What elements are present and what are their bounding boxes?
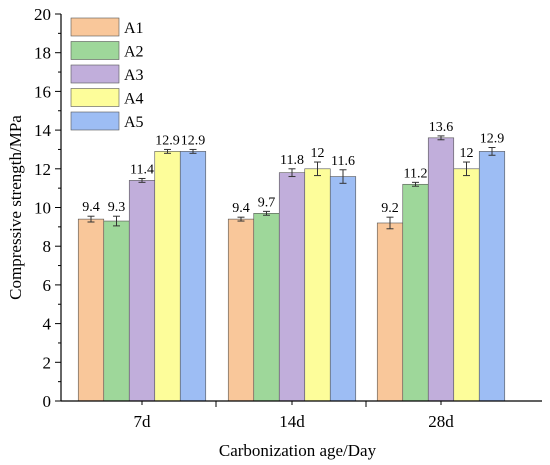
bar-a2-7d [103,220,130,402]
data-label-a2-7d: 9.3 [108,200,126,215]
bar-a2-28d [402,183,429,402]
data-label-a1-7d: 9.4 [82,200,100,215]
legend-label-a5: A5 [124,114,144,131]
y-tick-label: 10 [34,199,51,218]
data-label-a5-28d: 12.9 [480,132,505,147]
bar-a3-7d [128,180,156,402]
legend-swatch-a5 [70,111,120,131]
bar-a4-7d [154,151,181,402]
data-label-a5-7d: 12.9 [181,133,206,148]
data-label-a3-14d: 11.8 [280,153,304,168]
y-tick-label: 4 [43,315,52,334]
bar-a4-28d [453,168,480,402]
axes-layer: 0 2 4 6 8 10 12 14 16 18 20 7d 14d 28d [34,5,542,431]
x-tick-label-14d: 14d [279,412,305,431]
data-label-a3-7d: 11.4 [130,162,154,177]
bar-a1-14d [227,218,255,402]
legend: A1 A2 A3 A4 A5 [70,17,144,131]
error-bars-layer [87,135,496,230]
bar-a1-28d [376,222,404,402]
data-label-a2-14d: 9.7 [258,195,276,210]
y-tick-label: 12 [34,160,51,179]
bar-a1-7d [77,218,105,402]
bars-layer [77,137,506,402]
legend-swatch-a4 [70,88,120,107]
x-tick-label-28d: 28d [428,412,454,431]
legend-label-a4: A4 [124,91,144,108]
x-axis-title: Carbonization age/Day [219,441,377,460]
legend-label-a3: A3 [124,67,144,84]
y-tick-label: 8 [43,237,52,256]
y-tick-label: 16 [34,82,51,101]
bar-a5-14d [329,176,357,402]
legend-label-a1: A1 [124,20,144,37]
y-tick-label: 6 [43,276,52,295]
legend-swatch-a2 [70,41,120,60]
legend-swatch-a3 [70,64,120,84]
data-labels-layer: 9.4 9.4 9.2 9.3 9.7 11.2 11.4 11.8 13.6 12.9 12 12 1… [82,120,504,216]
legend-swatch-a1 [70,17,120,37]
data-label-a1-28d: 9.2 [381,201,399,216]
data-label-a2-28d: 11.2 [404,166,428,181]
data-label-a4-28d: 12 [460,146,474,161]
bar-a5-28d [478,151,506,402]
y-tick-label: 2 [43,353,52,372]
bar-a3-14d [278,172,306,402]
data-label-a4-7d: 12.9 [155,133,180,148]
y-tick-label: 18 [34,44,51,63]
bar-a5-7d [179,151,207,402]
legend-label-a2: A2 [124,44,144,61]
x-tick-label-7d: 7d [134,412,152,431]
y-axis-title: Compressive strength/MPa [6,115,25,300]
data-label-a1-14d: 9.4 [232,201,250,216]
bar-a3-28d [427,137,455,402]
bar-a2-14d [253,213,280,402]
data-label-a3-28d: 13.6 [429,120,454,135]
data-label-a4-14d: 12 [311,146,325,161]
y-tick-label: 0 [43,392,52,411]
data-label-a5-14d: 11.6 [331,154,355,169]
y-tick-label: 20 [34,5,51,24]
y-tick-label: 14 [34,121,52,140]
bar-a4-14d [304,168,331,402]
